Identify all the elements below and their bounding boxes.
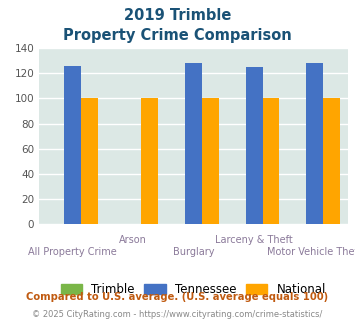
Text: 2019 Trimble: 2019 Trimble <box>124 8 231 23</box>
Bar <box>141 98 158 224</box>
Text: Burglary: Burglary <box>173 248 214 257</box>
Legend: Trimble, Tennessee, National: Trimble, Tennessee, National <box>57 280 330 300</box>
Bar <box>246 67 262 224</box>
Text: © 2025 CityRating.com - https://www.cityrating.com/crime-statistics/: © 2025 CityRating.com - https://www.city… <box>32 310 323 319</box>
Text: Compared to U.S. average. (U.S. average equals 100): Compared to U.S. average. (U.S. average … <box>26 292 329 302</box>
Bar <box>262 98 279 224</box>
Text: Motor Vehicle Theft: Motor Vehicle Theft <box>267 248 355 257</box>
Text: Property Crime Comparison: Property Crime Comparison <box>63 28 292 43</box>
Bar <box>323 98 340 224</box>
Text: Larceny & Theft: Larceny & Theft <box>215 235 293 245</box>
Bar <box>185 63 202 224</box>
Text: Arson: Arson <box>119 235 147 245</box>
Bar <box>202 98 219 224</box>
Bar <box>306 63 323 224</box>
Bar <box>81 98 98 224</box>
Text: All Property Crime: All Property Crime <box>28 248 117 257</box>
Bar <box>64 65 81 224</box>
